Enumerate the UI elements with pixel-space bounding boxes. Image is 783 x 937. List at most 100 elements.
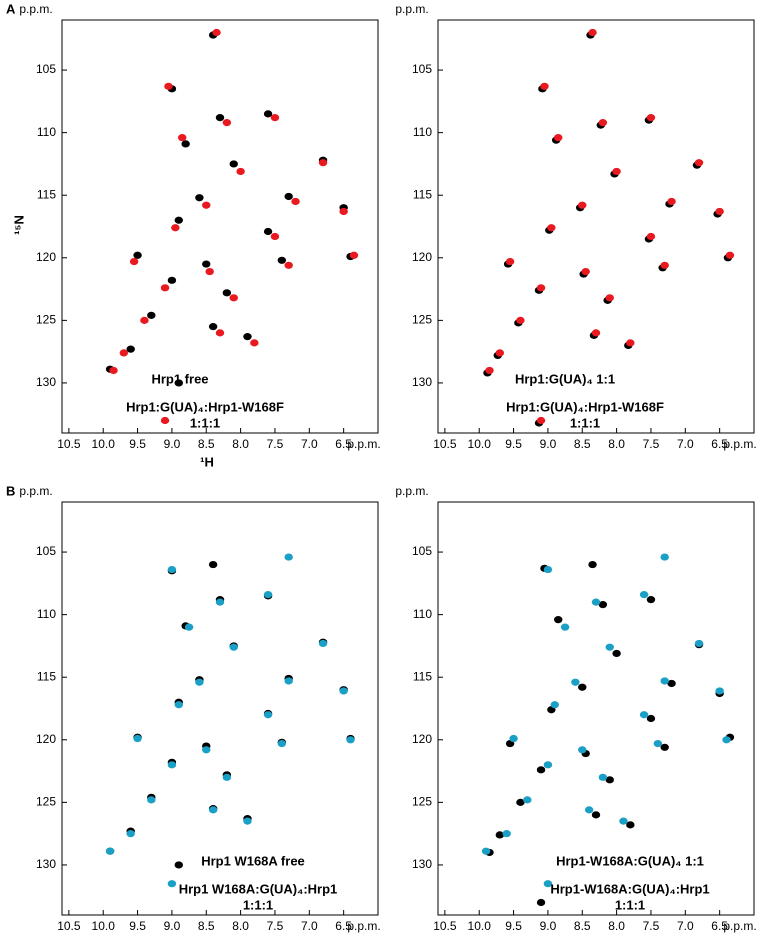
x-tick-label: 7.0 <box>301 437 318 451</box>
peak <box>653 739 663 748</box>
plot-frame <box>437 501 755 916</box>
y-unit: p.p.m. <box>19 2 52 16</box>
peak <box>536 284 546 292</box>
peak <box>660 261 669 269</box>
peak <box>205 267 214 276</box>
peak <box>229 643 238 651</box>
peak <box>605 643 614 651</box>
legend-label: Hrp1 W168A:G(UA)₄:Hrp1 <box>179 881 338 896</box>
x-tick-label: 6.5 <box>711 437 728 451</box>
x-tick-label: 10.0 <box>468 919 492 933</box>
peak <box>554 616 563 624</box>
x-tick-label: 7.5 <box>267 919 284 933</box>
peak <box>725 251 735 259</box>
peak <box>646 714 656 723</box>
peak <box>318 639 328 648</box>
peak <box>167 880 177 888</box>
legend-label: Hrp1:G(UA)₄:Hrp1-W168F <box>126 399 284 414</box>
peak <box>195 194 204 202</box>
peak <box>722 736 731 744</box>
x-unit: p.p.m. <box>347 437 380 451</box>
x-tick-label: 9.5 <box>129 437 146 451</box>
peak <box>598 773 608 781</box>
peak <box>202 746 211 754</box>
plot-frame <box>61 501 379 916</box>
peak <box>215 598 225 606</box>
x-tick-label: 7.5 <box>267 437 284 451</box>
peak <box>660 677 669 685</box>
legend-label: 1:1:1 <box>570 415 600 430</box>
peak <box>626 821 635 829</box>
peak <box>212 28 221 37</box>
plot-frame <box>437 19 755 434</box>
y-tick-label: 130 <box>412 375 432 389</box>
legend-label: Hrp1-W168A:G(UA)₄ 1:1 <box>556 853 704 868</box>
peak <box>222 289 232 297</box>
peak <box>495 831 505 839</box>
peak <box>588 560 597 569</box>
peak <box>236 167 245 176</box>
y-tick-label: 130 <box>412 857 432 871</box>
peak <box>581 267 590 276</box>
peak <box>536 416 546 425</box>
peak <box>229 160 238 168</box>
peak <box>284 192 293 201</box>
y-tick-label: 120 <box>36 250 56 264</box>
peak <box>481 847 491 855</box>
peak <box>349 251 359 259</box>
peak <box>612 167 621 176</box>
peak <box>174 861 183 869</box>
x-axis-title: ¹H <box>200 454 214 469</box>
legend-label: Hrp1 free <box>151 371 208 386</box>
peak <box>646 596 656 604</box>
peak <box>584 806 594 814</box>
peak <box>588 28 597 37</box>
peak <box>208 806 218 814</box>
y-tick-label: 110 <box>37 125 56 139</box>
peak <box>229 294 238 302</box>
x-tick-label: 9.5 <box>129 919 146 933</box>
x-tick-label: 9.5 <box>505 919 522 933</box>
peak <box>554 134 563 142</box>
y-tick-label: 110 <box>413 607 432 621</box>
y-tick-label: 125 <box>36 795 56 809</box>
y-tick-label: 120 <box>412 732 432 746</box>
x-tick-label: 6.5 <box>335 437 352 451</box>
peak <box>591 598 601 606</box>
x-tick-label: 7.5 <box>643 437 660 451</box>
peak <box>195 678 204 686</box>
peak <box>208 560 218 569</box>
x-tick-label: 8.0 <box>232 437 249 451</box>
y-axis-title: ¹⁵N <box>11 215 26 235</box>
legend-label: Hrp1:G(UA)₄:Hrp1-W168F <box>506 399 664 414</box>
peak <box>270 114 280 122</box>
peak <box>284 553 293 561</box>
y-tick-label: 110 <box>413 125 432 139</box>
peak <box>277 256 287 264</box>
legend-label: Hrp1 W168A free <box>201 853 305 868</box>
peak <box>133 251 142 259</box>
peak <box>578 201 587 209</box>
x-tick-label: 6.5 <box>335 919 352 933</box>
peak <box>202 260 211 268</box>
peak <box>263 227 273 236</box>
peak <box>215 114 225 122</box>
x-tick-label: 10.5 <box>57 919 81 933</box>
panel-label: A <box>6 1 16 16</box>
y-tick-label: 105 <box>412 544 432 558</box>
peak <box>540 82 549 90</box>
peak <box>174 379 183 387</box>
peak <box>694 639 704 648</box>
peak <box>215 329 225 337</box>
peak <box>578 683 587 691</box>
x-tick-label: 10.5 <box>433 919 457 933</box>
peak <box>485 366 494 375</box>
peak <box>174 216 183 224</box>
x-tick-label: 10.0 <box>92 919 116 933</box>
peak <box>660 553 669 561</box>
peak <box>543 880 553 888</box>
peak <box>667 197 676 206</box>
peak <box>516 798 525 806</box>
peak <box>346 736 355 744</box>
y-tick-label: 105 <box>412 62 432 76</box>
